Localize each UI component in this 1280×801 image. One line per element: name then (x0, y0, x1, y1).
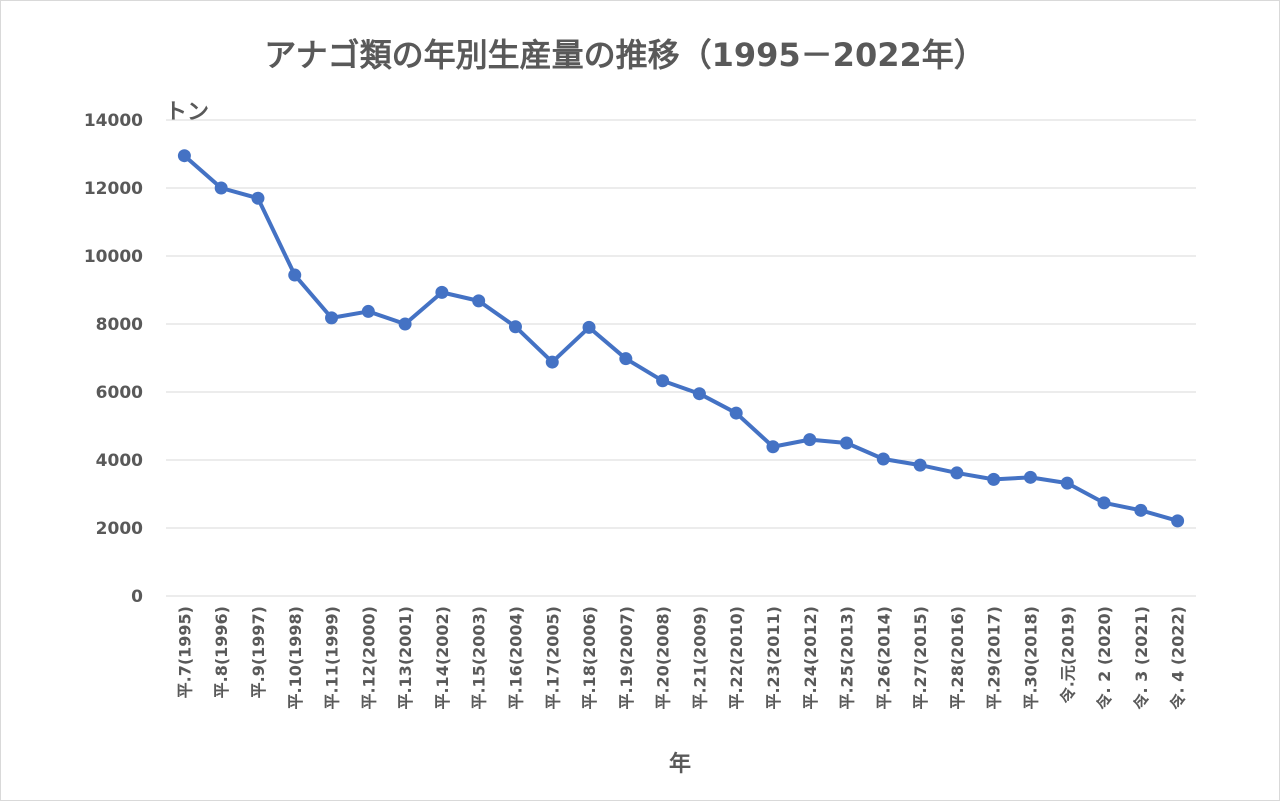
data-point (177, 149, 191, 163)
x-tick-label: 平.10(1998) (286, 606, 305, 710)
y-tick-label: 0 (131, 587, 143, 607)
x-tick-label: 令.元(2019) (1058, 606, 1077, 704)
data-point (1023, 470, 1037, 484)
y-tick-label: 14000 (84, 111, 143, 131)
data-point (361, 304, 375, 318)
x-tick-label: 平.13(2001) (396, 606, 415, 710)
x-tick-label: 平.23(2011) (764, 606, 783, 710)
x-tick-label: 平.25(2013) (838, 606, 857, 710)
x-tick-label: 令. 2 (2020) (1095, 606, 1114, 711)
data-point (619, 352, 633, 366)
data-point (1171, 514, 1185, 528)
data-point (656, 374, 670, 388)
data-point (766, 440, 780, 454)
chart-title: アナゴ類の年別生産量の推移（1995－2022年） (264, 36, 986, 74)
data-point (1060, 476, 1074, 490)
x-tick-label: 平.18(2006) (580, 606, 599, 710)
y-tick-label: 2000 (96, 519, 143, 539)
x-tick-label: 平.19(2007) (617, 606, 636, 710)
data-point (325, 311, 339, 325)
x-tick-label: 平.29(2017) (985, 606, 1004, 710)
data-point (435, 285, 449, 299)
x-tick-label: 平.9(1997) (249, 606, 268, 698)
x-tick-label: 平.7(1995) (175, 606, 194, 698)
data-point (729, 406, 743, 420)
data-point (876, 452, 890, 466)
data-point (508, 320, 522, 334)
x-tick-label: 平.12(2000) (359, 606, 378, 710)
x-tick-label: 平.17(2005) (543, 606, 562, 710)
data-point (398, 317, 412, 331)
data-point (1134, 503, 1148, 517)
x-tick-label: 平.8(1996) (212, 606, 231, 698)
data-point (288, 268, 302, 282)
data-point (545, 355, 559, 369)
x-tick-label: 平.22(2010) (727, 606, 746, 710)
y-axis-label: トン (165, 100, 209, 125)
y-tick-label: 8000 (96, 315, 143, 335)
x-tick-label: 平.16(2004) (506, 606, 525, 710)
data-point (803, 433, 817, 447)
data-point (987, 472, 1001, 486)
x-tick-label: 平.15(2003) (470, 606, 489, 710)
series-line (182, 153, 1180, 523)
x-tick-label: 令. 4 (2022) (1169, 606, 1188, 711)
data-series (177, 149, 1185, 528)
x-axis-label: 年 (669, 751, 691, 777)
y-tick-label: 10000 (84, 247, 143, 267)
y-tick-label: 12000 (84, 179, 143, 199)
data-point (692, 387, 706, 401)
x-tick-label: 平.14(2002) (433, 606, 452, 710)
data-point (214, 181, 228, 195)
x-tick-label: 平.11(1999) (323, 606, 342, 710)
data-point (913, 458, 927, 472)
gridlines (166, 119, 1196, 597)
x-tick-label: 平.20(2008) (654, 606, 673, 710)
x-tick-label: 平.26(2014) (874, 606, 893, 710)
data-point (251, 191, 265, 205)
x-tick-label: 平.28(2016) (948, 606, 967, 710)
y-tick-labels: 0 2000 4000 6000 8000 10000 12000 14000 (84, 111, 143, 607)
x-tick-label: 平.27(2015) (911, 606, 930, 710)
data-point (472, 294, 486, 308)
data-point (950, 466, 964, 480)
x-tick-label: 平.30(2018) (1021, 606, 1040, 710)
y-tick-label: 4000 (96, 451, 143, 471)
data-point (582, 320, 596, 334)
x-tick-labels: 平.7(1995) 平.8(1996) 平.9(1997) 平.10(1998) 平.1… (175, 606, 1187, 711)
data-point (840, 436, 854, 450)
x-tick-label: 平.21(2009) (690, 606, 709, 710)
x-tick-label: 令. 3 (2021) (1132, 606, 1151, 711)
x-tick-label: 平.24(2012) (801, 606, 820, 710)
data-point (1097, 496, 1111, 510)
y-tick-label: 6000 (96, 383, 143, 403)
